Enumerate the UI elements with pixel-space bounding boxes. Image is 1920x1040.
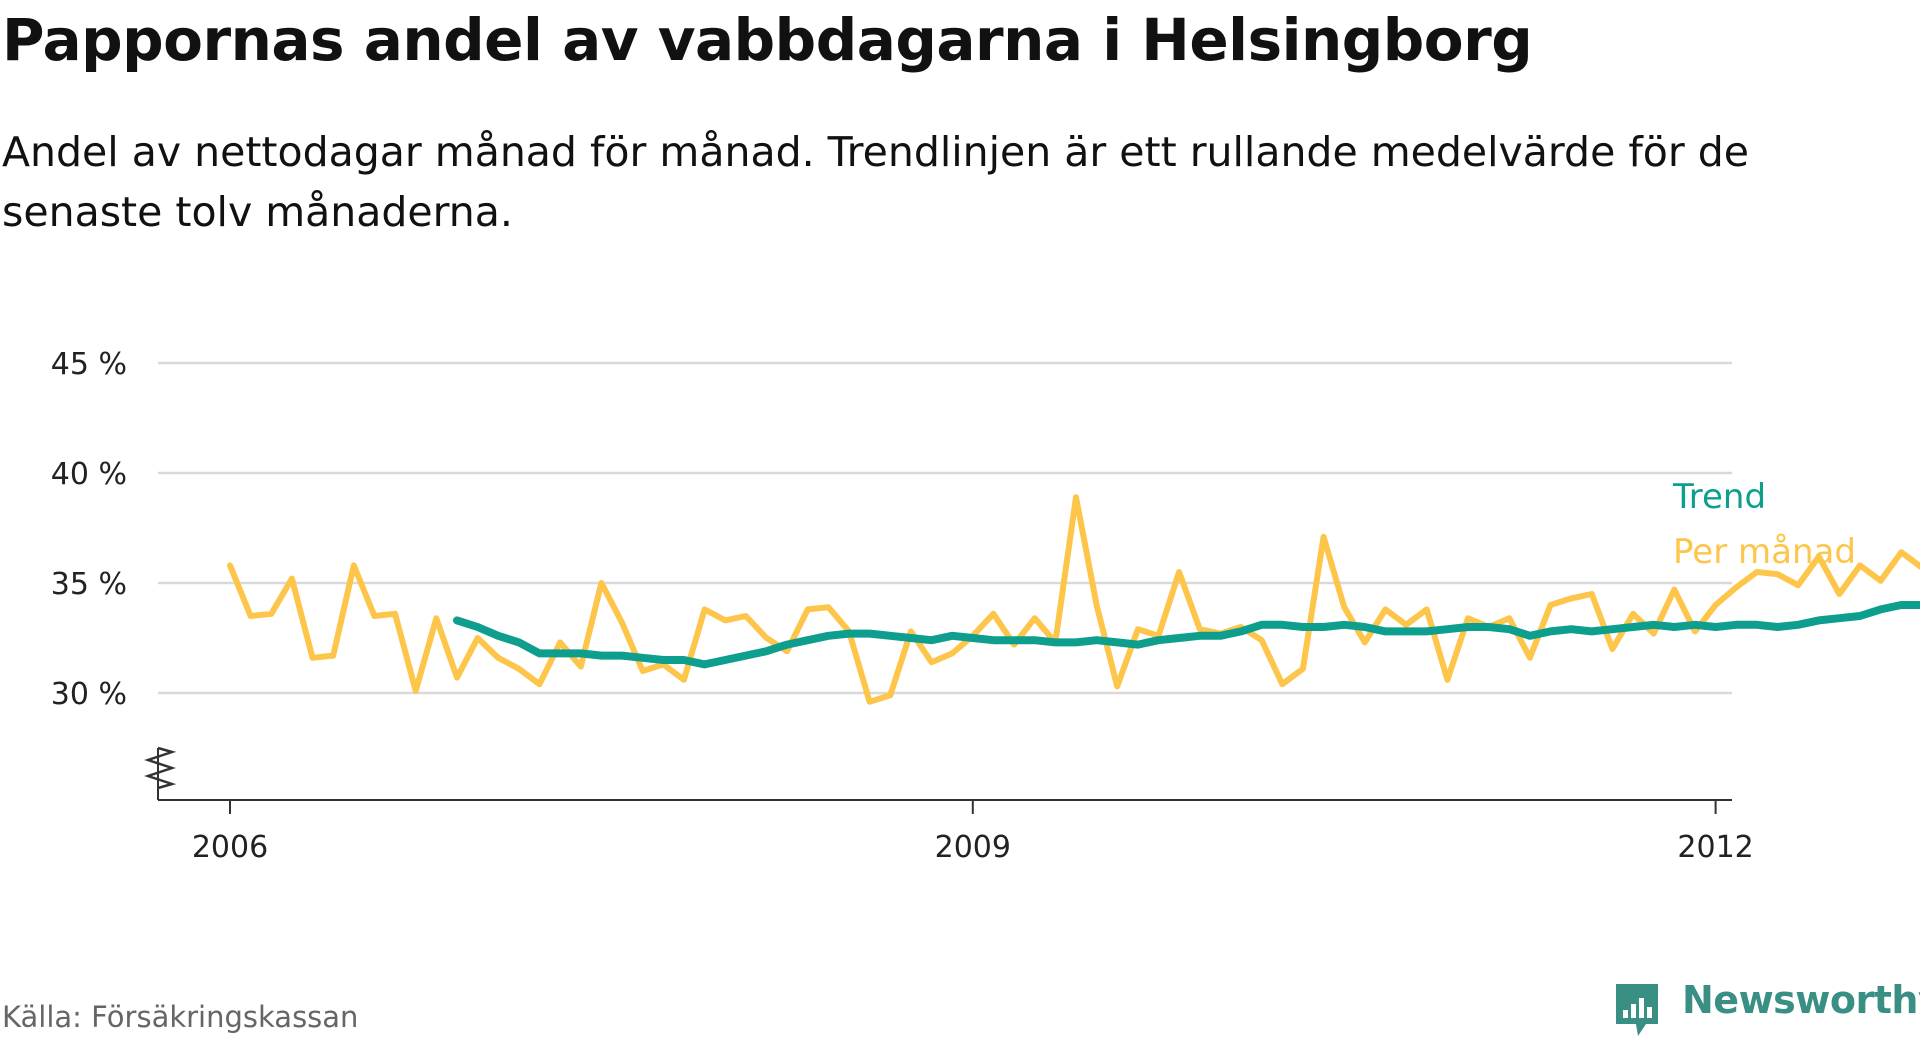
series-lines: [227, 494, 1920, 705]
newsworthy-logo: Newsworthy: [1612, 978, 1920, 1040]
x-tick-label: 2012: [1677, 830, 1753, 865]
y-tick-label: 40 %: [51, 457, 127, 492]
y-tick-label: 30 %: [51, 677, 127, 712]
direct-labels: Trend Per månad: [1672, 477, 1856, 572]
chart-title: Pappornas andel av vabbdagarna i Helsing…: [2, 6, 1533, 74]
source-note: Källa: Försäkringskassan: [2, 1000, 359, 1034]
gridlines: [158, 361, 1732, 695]
series-line-monthly: [227, 494, 1920, 705]
x-tick-label: 2006: [192, 830, 268, 865]
chart-subtitle: Andel av nettodagar månad för månad. Tre…: [2, 128, 1749, 236]
x-tick-label: 2009: [935, 830, 1011, 865]
brand-name: Newsworthy: [1682, 978, 1920, 1022]
x-tick-labels: 2006200920122015201820212023: [192, 830, 1754, 865]
legend-label-trend: Trend: [1672, 477, 1766, 517]
y-tick-label: 35 %: [51, 567, 127, 602]
y-axis-break-symbol: [144, 746, 177, 790]
y-tick-labels: 30 % 35 % 40 % 45 %: [51, 347, 127, 712]
newsworthy-logo-icon: [1616, 984, 1658, 1036]
line-chart: 30 %35 %40 %45 % 20062009201220152018202…: [51, 347, 1920, 865]
y-tick-label: 45 %: [51, 347, 127, 382]
series-line-trend: [453, 601, 1920, 669]
legend-label-monthly: Per månad: [1673, 532, 1856, 572]
axes: [144, 746, 1732, 814]
